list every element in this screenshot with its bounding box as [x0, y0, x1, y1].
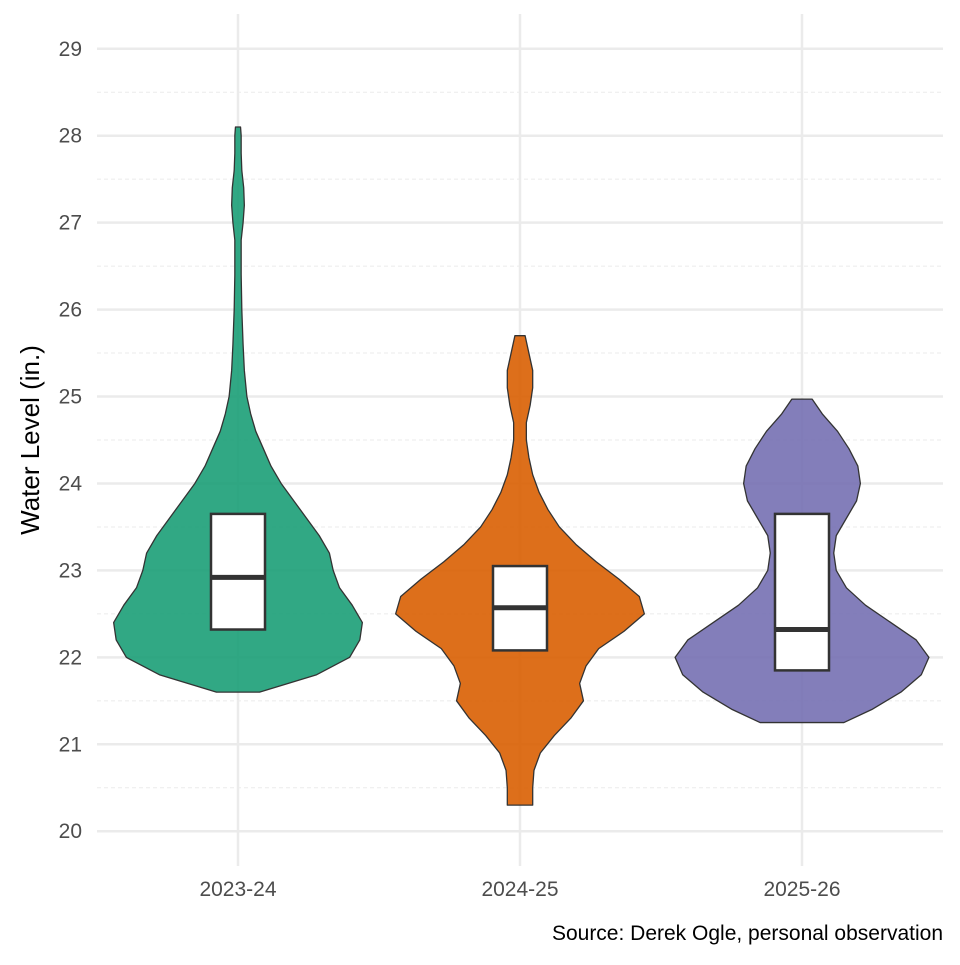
box-layer — [209, 512, 831, 672]
y-tick-label: 28 — [59, 125, 82, 148]
chart-caption: Source: Derek Ogle, personal observation — [552, 922, 943, 945]
y-tick-label: 26 — [59, 299, 82, 322]
y-axis-title: Water Level (in.) — [15, 345, 45, 535]
y-tick-label: 21 — [59, 733, 82, 756]
y-tick-labels: 20 21 22 23 24 25 26 27 28 29 — [59, 38, 83, 843]
box-2023-24 — [209, 512, 267, 631]
y-tick-label: 29 — [59, 38, 82, 61]
y-tick-label: 20 — [59, 820, 82, 843]
x-tick-label: 2024-25 — [481, 878, 558, 901]
x-tick-labels: 2023-24 2024-25 2025-26 — [199, 878, 840, 901]
y-tick-label: 22 — [59, 646, 82, 669]
y-tick-label: 23 — [59, 559, 82, 582]
x-tick-label: 2023-24 — [199, 878, 276, 901]
violin-2023-24 — [112, 126, 364, 693]
y-tick-label: 24 — [59, 472, 83, 495]
box-2025-26 — [773, 512, 831, 672]
violin-layer — [112, 126, 930, 806]
y-tick-label: 25 — [59, 386, 82, 409]
y-tick-label: 27 — [59, 212, 82, 235]
x-tick-label: 2025-26 — [763, 878, 840, 901]
